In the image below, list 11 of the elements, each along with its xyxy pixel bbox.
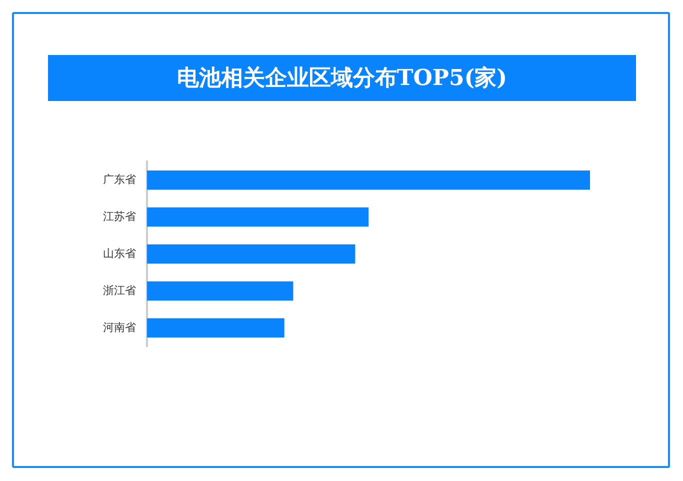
y-tick-label: 广东省 xyxy=(103,173,136,186)
bar xyxy=(147,170,590,190)
y-tick-label: 山东省 xyxy=(103,247,136,260)
y-tick-label: 浙江省 xyxy=(103,284,136,297)
bar xyxy=(147,318,284,338)
bar xyxy=(147,207,368,227)
chart-title: 电池相关企业区域分布TOP5(家) xyxy=(48,55,636,101)
bar xyxy=(147,244,356,264)
y-tick-label: 河南省 xyxy=(103,320,136,334)
bar xyxy=(147,281,294,301)
y-tick-label: 江苏省 xyxy=(103,210,136,224)
